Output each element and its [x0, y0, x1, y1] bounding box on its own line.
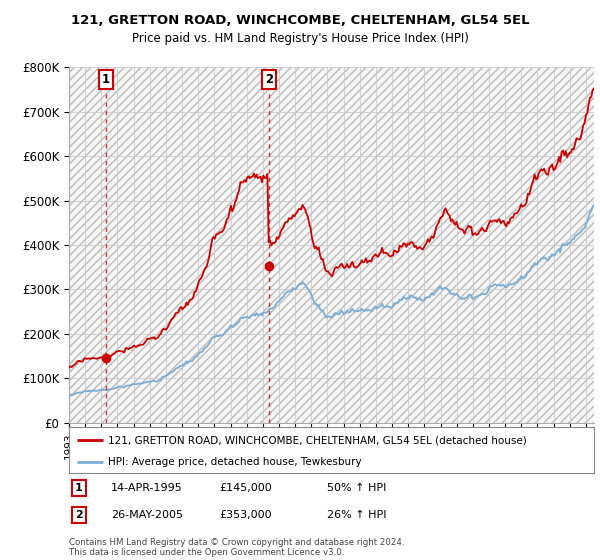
Text: Price paid vs. HM Land Registry's House Price Index (HPI): Price paid vs. HM Land Registry's House … — [131, 32, 469, 45]
Text: 2: 2 — [265, 73, 274, 86]
Text: £353,000: £353,000 — [219, 510, 272, 520]
Text: £145,000: £145,000 — [219, 483, 272, 493]
Text: 2: 2 — [75, 510, 83, 520]
Text: HPI: Average price, detached house, Tewkesbury: HPI: Average price, detached house, Tewk… — [109, 457, 362, 466]
Text: 14-APR-1995: 14-APR-1995 — [111, 483, 183, 493]
Text: Contains HM Land Registry data © Crown copyright and database right 2024.
This d: Contains HM Land Registry data © Crown c… — [69, 538, 404, 557]
Text: 121, GRETTON ROAD, WINCHCOMBE, CHELTENHAM, GL54 5EL: 121, GRETTON ROAD, WINCHCOMBE, CHELTENHA… — [71, 14, 529, 27]
Text: 50% ↑ HPI: 50% ↑ HPI — [327, 483, 386, 493]
Text: 26% ↑ HPI: 26% ↑ HPI — [327, 510, 386, 520]
Bar — [69, 67, 594, 423]
Text: 26-MAY-2005: 26-MAY-2005 — [111, 510, 183, 520]
Text: 1: 1 — [102, 73, 110, 86]
Text: 1: 1 — [75, 483, 83, 493]
Text: 121, GRETTON ROAD, WINCHCOMBE, CHELTENHAM, GL54 5EL (detached house): 121, GRETTON ROAD, WINCHCOMBE, CHELTENHA… — [109, 435, 527, 445]
